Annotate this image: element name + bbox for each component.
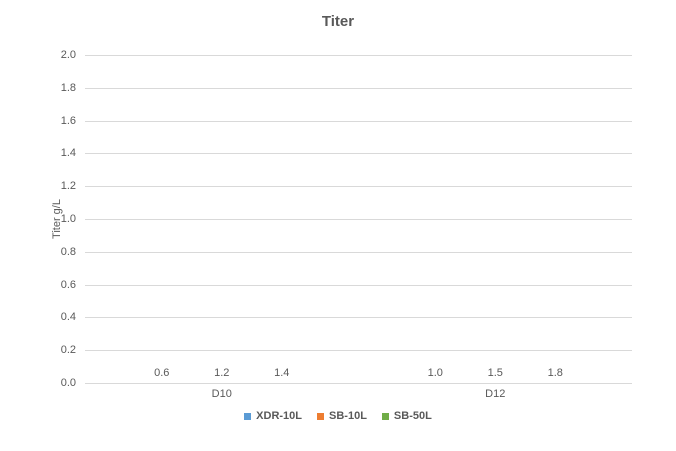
legend-swatch-icon xyxy=(317,412,325,420)
legend-item-xdr-10l: XDR-10L xyxy=(244,410,302,422)
y-tick-label: 1.2 xyxy=(60,180,76,193)
y-tick-label: 1.6 xyxy=(60,114,76,127)
gridline xyxy=(85,87,632,89)
gridline xyxy=(85,120,632,122)
legend-swatch-icon xyxy=(381,412,389,420)
bar-group-d12: 1.0 1.5 1.8 xyxy=(359,55,633,383)
legend-label: XDR-10L xyxy=(256,410,303,422)
bar-groups: 0.6 1.2 1.4 1.0 1.5 1.8 xyxy=(85,55,632,383)
data-label: 1.4 xyxy=(274,367,290,379)
legend: XDR-10L SB-10L SB-50L xyxy=(0,410,676,422)
gridline xyxy=(85,317,632,319)
plot-area: 0.6 1.2 1.4 1.0 1.5 1.8 xyxy=(85,55,632,384)
y-tick-label: 0.0 xyxy=(60,377,76,389)
data-label: 1.0 xyxy=(427,367,443,379)
y-axis-tick-labels: 0.0 0.2 0.4 0.6 0.8 1.0 1.2 1.4 1.6 1.8 2.0 xyxy=(0,49,76,389)
data-label: 1.2 xyxy=(214,367,230,379)
y-tick-label: 0.6 xyxy=(60,278,76,291)
legend-item-sb-10l: SB-10L xyxy=(317,410,367,422)
x-axis-line xyxy=(85,383,632,384)
gridline xyxy=(85,55,632,56)
x-category-label: D10 xyxy=(211,388,232,400)
y-tick-label: 0.2 xyxy=(60,344,76,357)
data-label: 0.6 xyxy=(154,367,170,379)
chart-title: Titer xyxy=(321,13,355,30)
bar-group-d10: 0.6 1.2 1.4 xyxy=(85,55,359,383)
legend-label: SB-10L xyxy=(329,410,367,422)
legend-label: SB-50L xyxy=(393,410,432,422)
y-tick-label: 1.8 xyxy=(60,81,76,94)
gridline xyxy=(85,186,632,188)
gridline xyxy=(85,219,632,220)
gridline xyxy=(85,284,632,286)
y-tick-label: 1.0 xyxy=(60,213,76,225)
data-label: 1.5 xyxy=(487,367,503,379)
legend-swatch-icon xyxy=(244,412,252,420)
gridline xyxy=(85,350,632,352)
gridline xyxy=(85,153,632,155)
legend-item-sb-50l: SB-50L xyxy=(381,410,432,422)
y-tick-label: 0.8 xyxy=(60,245,76,258)
gridline xyxy=(85,251,632,253)
y-tick-label: 0.4 xyxy=(60,311,76,324)
x-axis-category-labels: D10 D12 xyxy=(85,388,632,400)
x-category-label: D12 xyxy=(485,388,506,400)
data-label: 1.8 xyxy=(547,367,563,379)
y-tick-label: 2.0 xyxy=(60,49,76,61)
y-tick-label: 1.4 xyxy=(60,147,76,160)
